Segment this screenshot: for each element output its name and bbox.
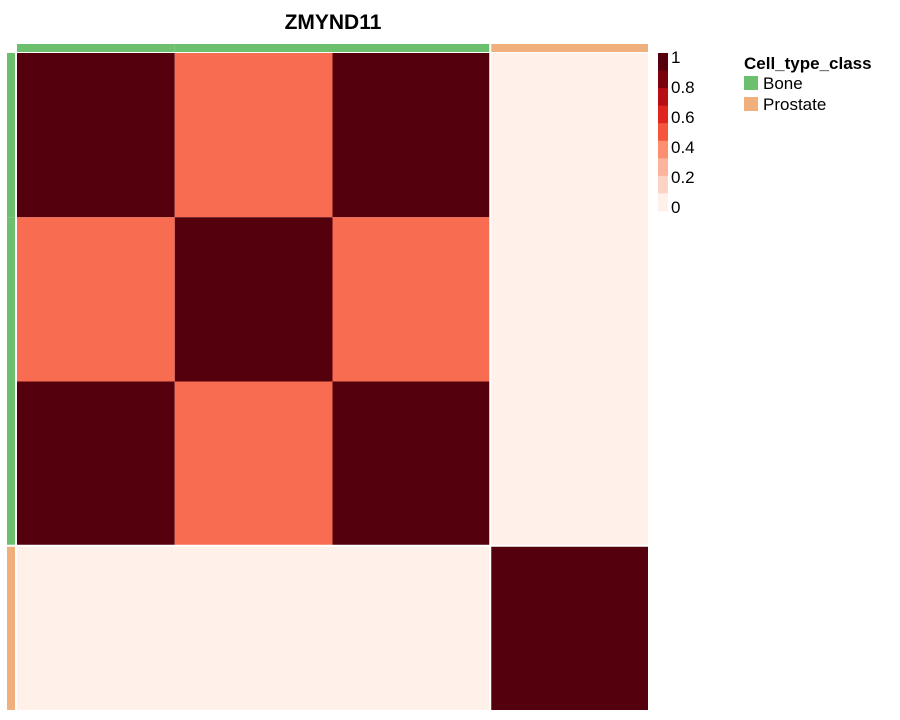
legend-label-bone: Bone [763, 74, 803, 93]
row-annotation-bone-1 [7, 53, 15, 218]
heatmap-cell-r3-c2 [174, 381, 333, 546]
heatmap-cell-r3-c3 [332, 381, 491, 546]
color-scale-tick-label: 1 [671, 48, 680, 67]
row-group-separator [17, 544, 648, 547]
color-scale-step [658, 123, 668, 142]
color-scale-tick-label: 0.2 [671, 168, 695, 187]
color-scale-tick-label: 0.8 [671, 78, 695, 97]
column-annotation-bone-2 [174, 44, 333, 52]
heatmap-cell-r1-c1 [17, 53, 175, 218]
row-annotation-prostate-4 [7, 545, 15, 710]
heatmap-grid [17, 53, 648, 710]
legend-label-prostate: Prostate [763, 95, 826, 114]
color-scale-step [658, 140, 668, 159]
color-scale-tick-label: 0.4 [671, 138, 695, 157]
column-annotation-bone-3 [332, 44, 491, 52]
chart-title: ZMYND11 [285, 11, 382, 34]
color-scale-tick-label: 0.6 [671, 108, 695, 127]
row-annotation-separator [7, 544, 15, 547]
heatmap-cell-r3-c1 [17, 381, 175, 546]
color-scale-step [658, 175, 668, 194]
heatmap-cell-r2-c1 [17, 217, 175, 382]
legend-swatch-prostate [744, 97, 758, 111]
heatmap-cell-r2-c3 [332, 217, 491, 382]
heatmap-cell-r4-c4 [490, 545, 648, 710]
legend-swatch-bone [744, 76, 758, 90]
column-annotation-separator [489, 44, 492, 52]
color-scale-step [658, 70, 668, 89]
color-scale-tick-label: 0 [671, 198, 680, 217]
column-annotation-bone-1 [17, 44, 175, 52]
row-annotation-bar [7, 53, 15, 710]
color-scale-step [658, 158, 668, 177]
heatmap-cell-r2-c4 [490, 217, 648, 382]
color-scale-legend: 1 0.8 0.6 0.4 0.2 0 [658, 48, 695, 217]
heatmap-cell-r1-c3 [332, 53, 491, 218]
color-scale-step [658, 105, 668, 124]
row-annotation-bone-3 [7, 381, 15, 546]
column-annotation-prostate-4 [490, 44, 648, 52]
heatmap-cell-r3-c4 [490, 381, 648, 546]
color-scale-step [658, 53, 668, 72]
legend-title: Cell_type_class [744, 54, 872, 73]
row-annotation-bone-2 [7, 217, 15, 382]
heatmap-cell-r4-c2 [174, 545, 333, 710]
column-group-separator [489, 53, 492, 710]
heatmap-cell-r2-c2 [174, 217, 333, 382]
cell-type-legend: Cell_type_class Bone Prostate [744, 54, 872, 114]
heatmap-cell-r4-c1 [17, 545, 175, 710]
color-scale-step [658, 88, 668, 107]
heatmap-cell-r4-c3 [332, 545, 491, 710]
color-scale-step [658, 193, 668, 212]
heatmap-cell-r1-c2 [174, 53, 333, 218]
heatmap-cell-r1-c4 [490, 53, 648, 218]
column-annotation-bar [17, 44, 648, 52]
